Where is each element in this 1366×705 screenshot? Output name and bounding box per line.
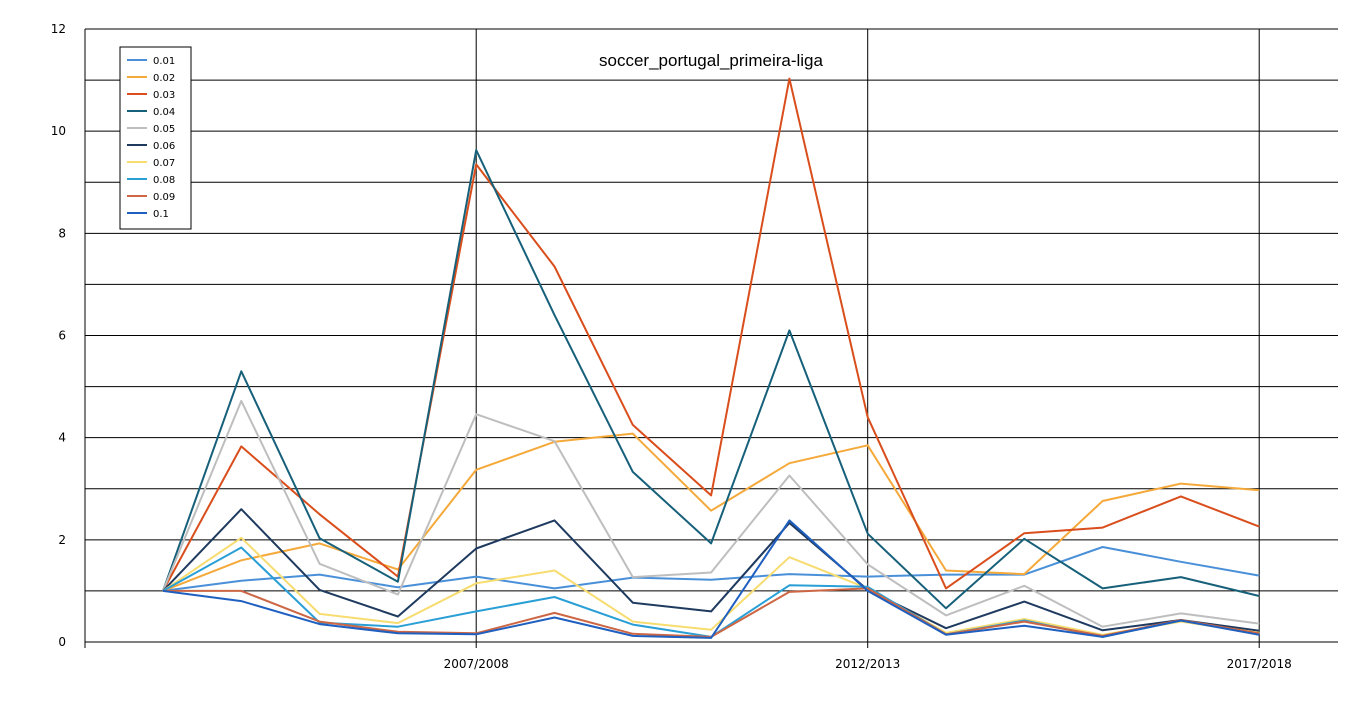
- chart-title: soccer_portugal_primeira-liga: [599, 51, 823, 70]
- legend-label-0.03: 0.03: [153, 90, 175, 101]
- legend-label-0.01: 0.01: [153, 56, 175, 67]
- y-axis-ticks: 0 2 4 6 8 10 12: [51, 22, 66, 649]
- x-tick-label: 2017/2018: [1227, 657, 1292, 671]
- legend-label-0.08: 0.08: [153, 175, 175, 186]
- legend-label-0.09: 0.09: [153, 192, 175, 203]
- y-tick-label: 10: [51, 124, 66, 138]
- legend-label-0.06: 0.06: [153, 141, 175, 152]
- legend-label-0.05: 0.05: [153, 124, 175, 135]
- x-tick-label: 2007/2008: [444, 657, 509, 671]
- legend-label-0.04: 0.04: [153, 107, 175, 118]
- legend-label-0.1: 0.1: [153, 209, 169, 220]
- y-tick-label: 8: [58, 226, 66, 240]
- series-line-0.07: [162, 536, 1260, 636]
- legend: 0.01 0.02 0.03 0.04 0.05 0.06 0.07 0.08 0.09 0.1: [119, 46, 192, 230]
- series-line-0.05: [162, 399, 1260, 628]
- series-line-0.06: [162, 508, 1260, 632]
- series-line-0.04: [162, 149, 1260, 610]
- series-line-0.01: [162, 546, 1260, 592]
- series-line-0.1: [162, 519, 1260, 639]
- series-lines: [162, 77, 1260, 639]
- grid-lines: [85, 28, 1338, 648]
- axes: [84, 29, 1338, 648]
- x-axis-ticks: 2007/2008 2012/2013 2017/2018: [444, 657, 1292, 671]
- x-tick-label: 2012/2013: [835, 657, 900, 671]
- series-line-0.03: [162, 77, 1260, 592]
- legend-label-0.02: 0.02: [153, 73, 175, 84]
- y-tick-label: 0: [58, 635, 66, 649]
- y-tick-label: 6: [58, 329, 66, 343]
- y-tick-label: 4: [58, 431, 66, 445]
- y-tick-label: 2: [58, 533, 66, 547]
- y-tick-label: 12: [51, 22, 66, 36]
- legend-label-0.07: 0.07: [153, 158, 175, 169]
